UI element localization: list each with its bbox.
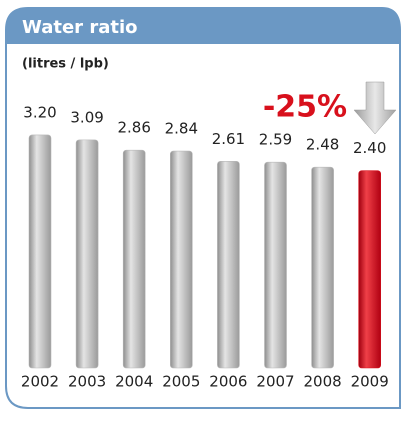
value-label: 2.40 <box>353 139 386 157</box>
chart-title: Water ratio <box>22 17 137 38</box>
x-tick-label: 2002 <box>21 373 59 391</box>
x-tick-label: 2009 <box>351 373 389 391</box>
title-bar <box>6 8 400 44</box>
bar <box>311 166 334 369</box>
bar <box>28 134 52 369</box>
annotation: -25% <box>263 90 347 125</box>
bar <box>75 139 99 369</box>
subtitle: (litres / lpb) <box>22 57 109 72</box>
bar <box>264 161 287 369</box>
value-label: 2.48 <box>306 136 339 154</box>
bar <box>122 149 146 369</box>
x-tick-label: 2006 <box>209 373 247 391</box>
x-tick-label: 2005 <box>162 373 200 391</box>
value-label: 2.86 <box>117 119 150 137</box>
value-label: 3.09 <box>70 108 103 126</box>
x-tick-label: 2003 <box>68 373 106 391</box>
x-tick-label: 2008 <box>304 373 342 391</box>
x-tick-label: 2007 <box>256 373 294 391</box>
x-tick-label: 2004 <box>115 373 153 391</box>
value-label: 2.61 <box>212 130 245 148</box>
value-label: 2.59 <box>259 131 292 149</box>
down-arrow <box>353 81 397 135</box>
bar <box>217 161 240 369</box>
value-label: 3.20 <box>23 103 56 121</box>
bar <box>170 150 193 369</box>
value-label: 2.84 <box>165 120 198 138</box>
bar <box>358 170 382 369</box>
